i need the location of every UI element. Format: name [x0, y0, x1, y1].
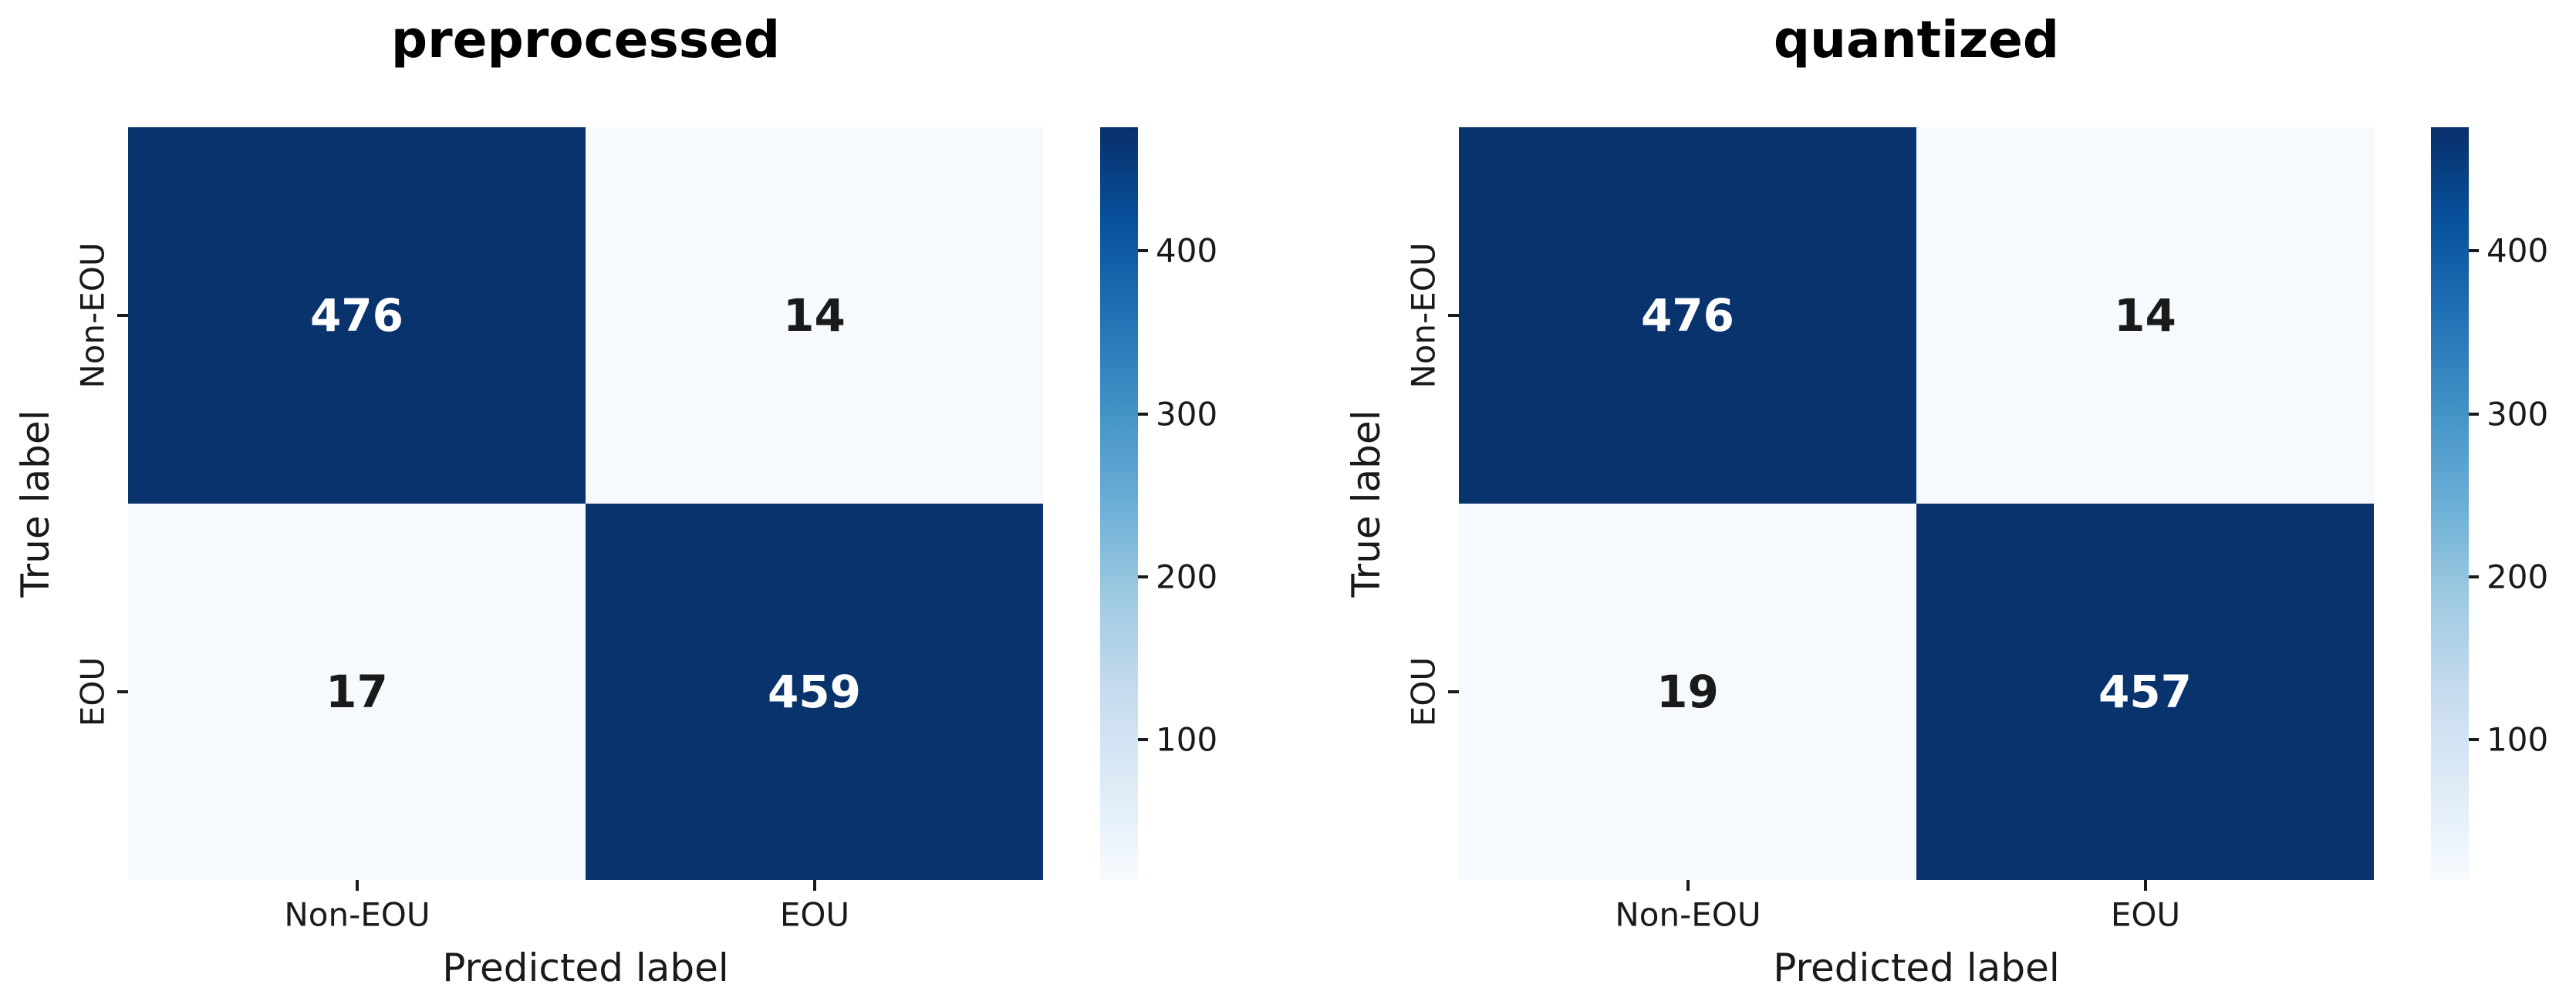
cell-value: 457	[2098, 666, 2193, 718]
heatmap: 476 14 17 459	[128, 127, 1043, 880]
x-tick-label: EOU	[779, 895, 850, 934]
colorbar-tick-mark	[2469, 575, 2479, 578]
x-tick-label: EOU	[2110, 895, 2181, 934]
colorbar-tick-label: 300	[1156, 395, 1218, 433]
x-tick-mark	[2144, 880, 2147, 891]
y-tick-mark	[1448, 314, 1459, 317]
x-axis-label: Predicted label	[1773, 946, 2060, 990]
heatmap-cell-true-eou-pred-noneou: 19	[1459, 504, 1916, 880]
heatmap-cell-true-noneou-pred-eou: 14	[586, 127, 1043, 504]
y-tick-mark	[117, 690, 128, 693]
colorbar-tick-mark	[1138, 249, 1148, 252]
colorbar-tick-label: 300	[2487, 395, 2549, 433]
cell-value: 476	[309, 289, 404, 342]
cell-value: 17	[326, 666, 388, 718]
colorbar-tick-label: 400	[1156, 231, 1218, 270]
heatmap-cell-true-eou-pred-eou: 457	[1916, 504, 2374, 880]
x-tick-mark	[1686, 880, 1690, 891]
colorbar-tick-label: 400	[2487, 231, 2549, 270]
chart-title: preprocessed	[390, 10, 781, 69]
colorbar-tick-mark	[1138, 738, 1148, 741]
colorbar-tick-mark	[2469, 413, 2479, 416]
cell-value: 19	[1656, 666, 1719, 718]
heatmap-cell-true-noneou-pred-noneou: 476	[1459, 127, 1916, 504]
cell-value: 476	[1640, 289, 1735, 342]
x-axis-label: Predicted label	[442, 946, 729, 990]
y-tick-label: Non-EOU	[1404, 242, 1443, 389]
y-tick-mark	[117, 314, 128, 317]
colorbar-tick-label: 100	[1156, 720, 1218, 759]
colorbar-tick-label: 100	[2487, 720, 2549, 759]
chart-title: quantized	[1773, 10, 2060, 69]
x-tick-mark	[356, 880, 359, 891]
panel-quantized: quantized 476 14 19 457 Non-EOU EOU True…	[1331, 0, 2576, 1008]
y-axis-label: True label	[13, 410, 58, 598]
heatmap-cell-true-noneou-pred-noneou: 476	[128, 127, 586, 504]
heatmap-cell-true-eou-pred-noneou: 17	[128, 504, 586, 880]
colorbar-tick-label: 200	[1156, 558, 1218, 596]
y-tick-mark	[1448, 690, 1459, 693]
y-tick-label: EOU	[73, 656, 112, 727]
x-tick-label: Non-EOU	[284, 895, 430, 934]
cell-value: 459	[767, 666, 862, 718]
heatmap: 476 14 19 457	[1459, 127, 2374, 880]
cell-value: 14	[783, 289, 846, 342]
y-tick-label: Non-EOU	[73, 242, 112, 389]
colorbar	[1100, 127, 1138, 880]
heatmap-cell-true-eou-pred-eou: 459	[586, 504, 1043, 880]
x-tick-label: Non-EOU	[1615, 895, 1761, 934]
heatmap-cell-true-noneou-pred-eou: 14	[1916, 127, 2374, 504]
colorbar-tick-mark	[2469, 738, 2479, 741]
colorbar-tick-label: 200	[2487, 558, 2549, 596]
cell-value: 14	[2114, 289, 2176, 342]
y-axis-label: True label	[1344, 410, 1389, 598]
colorbar-tick-mark	[2469, 249, 2479, 252]
panel-preprocessed: preprocessed 476 14 17 459 Non-EOU EOU T…	[0, 0, 1245, 1008]
colorbar-tick-mark	[1138, 413, 1148, 416]
colorbar	[2431, 127, 2469, 880]
colorbar-tick-mark	[1138, 575, 1148, 578]
y-tick-label: EOU	[1404, 656, 1443, 727]
x-tick-mark	[813, 880, 816, 891]
